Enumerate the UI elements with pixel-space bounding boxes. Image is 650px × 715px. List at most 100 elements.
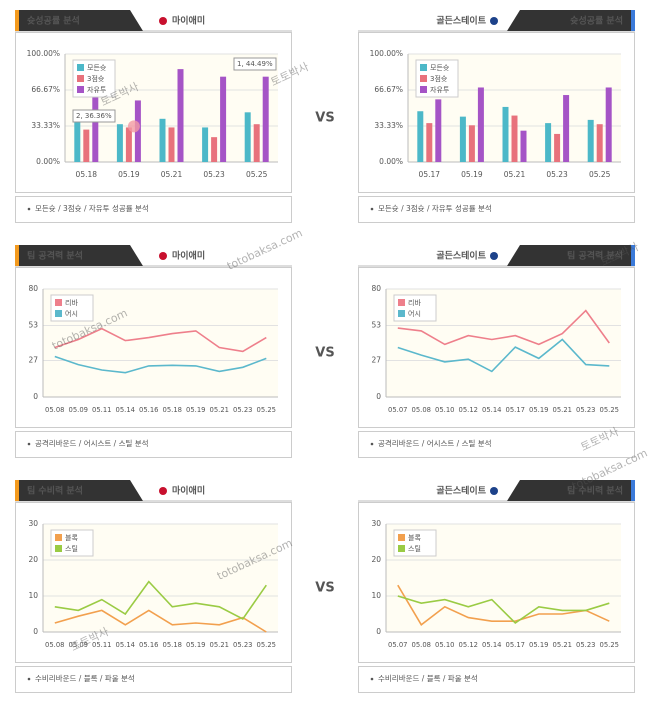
x-tick-label: 05.25	[246, 170, 268, 179]
x-tick-label: 05.21	[210, 641, 229, 649]
line-series	[54, 609, 267, 633]
y-tick-label: 33.33%	[374, 121, 403, 130]
x-tick-label: 05.14	[482, 406, 501, 414]
bar	[459, 116, 466, 162]
line-series	[397, 338, 610, 373]
bar	[159, 118, 166, 162]
x-tick-label: 05.18	[163, 641, 182, 649]
team-name: 마이애미	[172, 250, 205, 262]
bar	[220, 76, 227, 162]
tooltip-text: 1, 44.49%	[237, 60, 273, 68]
y-tick-label: 27	[371, 356, 381, 365]
legend-label: 리바	[65, 298, 78, 307]
tooltip-box	[72, 109, 116, 123]
line-series	[397, 309, 610, 346]
y-tick-label: 53	[28, 320, 38, 329]
legend-swatch	[398, 299, 405, 306]
section-title: 슛성공률 분석	[570, 15, 623, 27]
x-tick-label: 05.10	[435, 641, 454, 649]
team-name: 마이애미	[172, 15, 205, 27]
x-tick-label: 05.14	[116, 406, 135, 414]
legend-label: 리바	[408, 298, 421, 307]
line-series	[54, 327, 267, 353]
x-tick-label: 05.08	[45, 641, 64, 649]
footer-bullet	[370, 207, 374, 211]
x-tick-label: 05.19	[461, 170, 483, 179]
legend-label: 블록	[65, 533, 78, 542]
line-series	[397, 584, 610, 626]
bar	[125, 127, 132, 162]
bar	[563, 95, 570, 162]
x-tick-label: 05.07	[388, 406, 407, 414]
legend-swatch	[55, 534, 62, 541]
footer-box	[358, 666, 635, 693]
legend-swatch	[77, 86, 84, 93]
footer-box	[358, 196, 635, 223]
legend-swatch	[420, 86, 427, 93]
team-logo	[490, 487, 498, 495]
bar	[502, 106, 509, 162]
header-tab	[507, 245, 635, 266]
team-logo	[159, 252, 167, 260]
footer-text: 공격리바운드 / 어시스트 / 스틸 분석	[378, 438, 492, 448]
footer-text: 수비리바운드 / 블록 / 파울 분석	[35, 673, 135, 683]
x-tick-label: 05.25	[600, 406, 619, 414]
x-tick-label: 05.14	[116, 641, 135, 649]
y-tick-label: 10	[28, 591, 38, 600]
x-tick-label: 05.08	[412, 641, 431, 649]
section-title: 팀 공격력 분석	[567, 250, 623, 262]
x-tick-label: 05.16	[139, 641, 158, 649]
section-title: 팀 수비력 분석	[27, 485, 83, 497]
x-tick-label: 05.18	[163, 406, 182, 414]
x-tick-label: 05.19	[118, 170, 140, 179]
x-tick-label: 05.07	[388, 641, 407, 649]
team-name: 골든스테이트	[436, 15, 486, 27]
y-tick-label: 20	[371, 555, 381, 564]
team-logo	[490, 17, 498, 25]
x-tick-label: 05.19	[529, 406, 548, 414]
team-logo	[159, 17, 167, 25]
bar	[426, 123, 433, 162]
y-tick-label: 80	[28, 284, 38, 293]
footer-box	[358, 431, 635, 458]
x-tick-label: 05.12	[459, 641, 478, 649]
legend-swatch	[77, 64, 84, 71]
legend-label: 자유투	[87, 85, 107, 94]
x-tick-label: 05.21	[504, 170, 526, 179]
header-accent	[15, 245, 19, 266]
bar	[262, 76, 269, 162]
x-tick-label: 05.17	[506, 641, 525, 649]
x-tick-label: 05.09	[69, 641, 88, 649]
footer-text: 수비리바운드 / 블록 / 파울 분석	[378, 673, 478, 683]
header-tab	[507, 480, 635, 501]
bar	[511, 115, 518, 162]
legend-swatch	[55, 545, 62, 552]
bar	[168, 127, 175, 162]
bar	[545, 123, 552, 162]
footer-bullet	[27, 677, 31, 681]
legend-swatch	[398, 545, 405, 552]
x-tick-label: 05.21	[553, 641, 572, 649]
y-tick-label: 0	[376, 627, 381, 636]
tooltip-box	[233, 57, 277, 71]
x-tick-label: 05.11	[92, 641, 111, 649]
x-tick-label: 05.14	[482, 641, 501, 649]
x-tick-label: 05.12	[459, 406, 478, 414]
bar	[468, 125, 475, 162]
y-tick-label: 0.00%	[36, 157, 60, 166]
footer-bullet	[27, 207, 31, 211]
x-tick-label: 05.17	[506, 406, 525, 414]
legend-label: 모든슛	[430, 64, 450, 72]
x-tick-label: 05.08	[45, 406, 64, 414]
y-tick-label: 0	[376, 392, 381, 401]
header-tab	[15, 10, 143, 31]
legend-swatch	[77, 75, 84, 82]
x-tick-label: 05.09	[69, 406, 88, 414]
footer-box	[15, 196, 292, 223]
y-tick-label: 0	[33, 392, 38, 401]
footer-bullet	[370, 677, 374, 681]
legend-swatch	[398, 310, 405, 317]
x-tick-label: 05.23	[203, 170, 225, 179]
x-tick-label: 05.25	[257, 406, 276, 414]
